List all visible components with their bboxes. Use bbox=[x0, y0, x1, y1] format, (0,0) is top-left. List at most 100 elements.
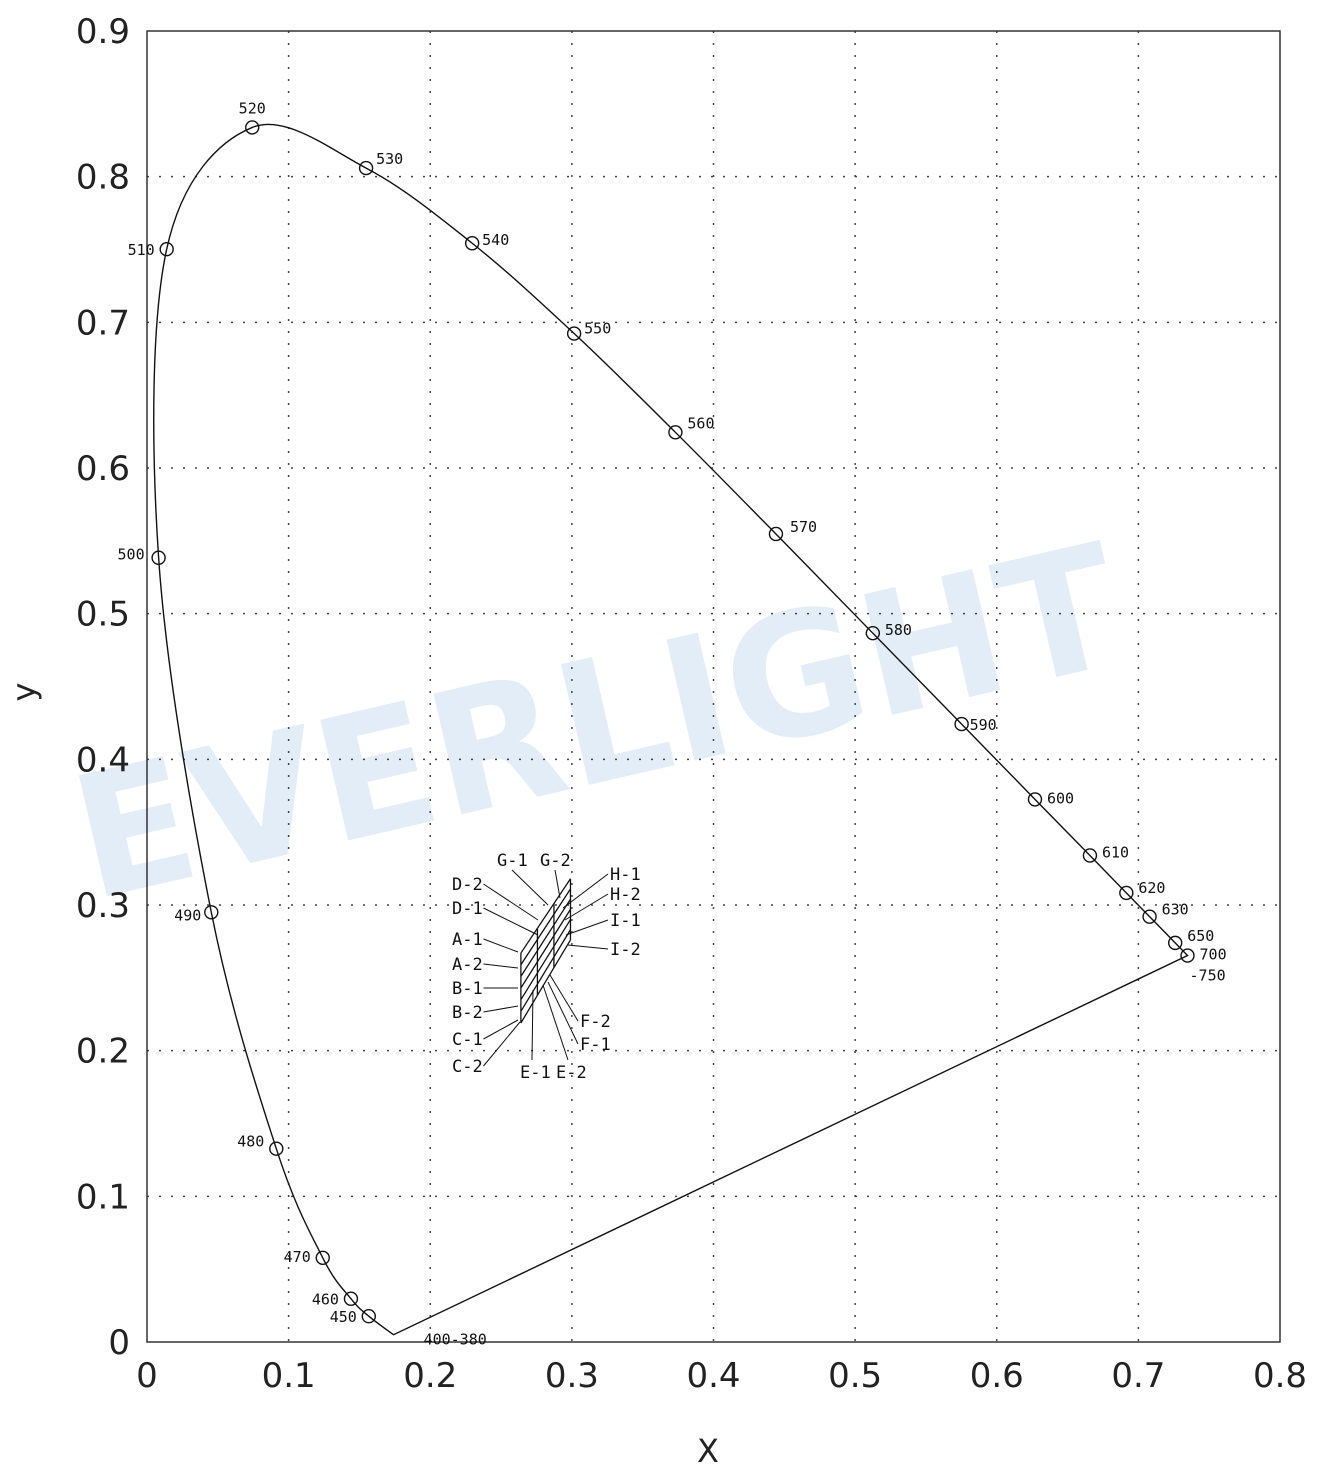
y-tick-label: 0.4 bbox=[76, 740, 130, 780]
wavelength-marker bbox=[668, 425, 683, 440]
bin-leader-line bbox=[542, 984, 569, 1061]
spectral-locus-curve bbox=[153, 123, 1189, 1336]
bin-label: A-2 bbox=[452, 955, 483, 975]
x-tick-label: 0.5 bbox=[828, 1356, 882, 1396]
wavelength-marker bbox=[159, 242, 174, 257]
wavelength-label: 560 bbox=[687, 414, 714, 432]
bin-leader-line bbox=[547, 981, 579, 1045]
wavelength-label: 630 bbox=[1162, 901, 1189, 919]
wavelength-label: 520 bbox=[239, 99, 266, 117]
wavelength-label: 550 bbox=[584, 320, 611, 338]
x-tick-label: 0.8 bbox=[1253, 1356, 1307, 1396]
y-tick-label: 0.6 bbox=[76, 449, 130, 489]
y-tick-label: 0.5 bbox=[76, 595, 130, 635]
wavelength-marker bbox=[151, 550, 166, 565]
wavelength-marker bbox=[204, 905, 219, 920]
bin-grid-line bbox=[520, 898, 572, 977]
plot-frame bbox=[146, 30, 1281, 1343]
x-tick-label: 0.4 bbox=[686, 1356, 740, 1396]
wavelength-label: 470 bbox=[284, 1248, 311, 1266]
bin-leader-line bbox=[562, 873, 609, 909]
wavelength-marker bbox=[245, 120, 260, 135]
wavelength-label: 530 bbox=[376, 150, 403, 168]
bin-leader-line bbox=[483, 1005, 519, 1013]
bin-grid-line bbox=[520, 929, 572, 1012]
wavelength-label: 580 bbox=[885, 621, 912, 639]
wavelength-marker bbox=[566, 326, 582, 341]
bin-leader-line bbox=[483, 1021, 521, 1067]
bin-label: D-1 bbox=[452, 899, 483, 919]
wavelength-marker bbox=[343, 1291, 359, 1306]
x-tick-label: 0.2 bbox=[403, 1356, 457, 1396]
wavelength-label: 600 bbox=[1047, 789, 1074, 807]
bin-leader-line bbox=[554, 869, 561, 899]
wavelength-marker bbox=[361, 1309, 376, 1324]
grid bbox=[147, 31, 1280, 1342]
bin-leader-line bbox=[483, 963, 519, 969]
bin-leader-line bbox=[567, 944, 609, 950]
x-axis-label: X bbox=[697, 1432, 719, 1470]
x-tick-label: 0.6 bbox=[970, 1356, 1024, 1396]
bin-label: G-1 bbox=[497, 851, 528, 871]
wavelength-marker bbox=[1180, 948, 1195, 963]
bin-label: F-2 bbox=[580, 1012, 611, 1032]
bin-grid-line bbox=[520, 888, 572, 966]
y-tick-labels: 0 0.1 0.2 0.3 0.4 0.5 0.6 0.7 0.8 0.9 bbox=[76, 12, 130, 1363]
bin-leader-line bbox=[483, 907, 539, 936]
bin-label: E-1 bbox=[520, 1063, 551, 1083]
wavelength-marker bbox=[768, 526, 784, 542]
y-tick-label: 0.2 bbox=[76, 1032, 130, 1072]
bin-leader-line bbox=[483, 883, 539, 921]
bin-leader-line bbox=[564, 893, 609, 921]
bin-label: F-1 bbox=[580, 1035, 611, 1055]
bin-grid-line bbox=[520, 919, 572, 1001]
wavelength-label: 610 bbox=[1102, 843, 1129, 861]
wavelength-label: 510 bbox=[128, 241, 155, 259]
x-tick-labels: 0 0.1 0.2 0.3 0.4 0.5 0.6 0.7 0.8 bbox=[136, 1356, 1307, 1396]
bin-label: B-1 bbox=[452, 979, 483, 999]
wavelength-label: 460 bbox=[312, 1291, 339, 1309]
bin-leader-line bbox=[531, 989, 534, 1061]
bin-label: I-2 bbox=[610, 940, 641, 960]
wavelength-label: 540 bbox=[482, 231, 509, 249]
wavelength-marker bbox=[1027, 792, 1043, 807]
bin-label: C-1 bbox=[452, 1030, 483, 1050]
wavelength-marker bbox=[865, 625, 881, 641]
wavelength-marker bbox=[269, 1141, 284, 1156]
wavelength-label: 570 bbox=[790, 518, 817, 536]
bin-label: E-2 bbox=[556, 1063, 587, 1083]
wavelength-label: 650 bbox=[1187, 927, 1214, 945]
wavelength-marker bbox=[954, 716, 969, 732]
wavelength-label: 490 bbox=[174, 906, 201, 924]
x-tick-label: 0.1 bbox=[262, 1356, 316, 1396]
wavelength-label: 400-380 bbox=[424, 1331, 487, 1349]
bin-label: I-1 bbox=[610, 911, 641, 931]
y-tick-label: 0.8 bbox=[76, 158, 130, 198]
y-tick-label: 0.3 bbox=[76, 886, 130, 926]
wavelength-label: -750 bbox=[1190, 967, 1226, 985]
bin-leader-line bbox=[483, 938, 519, 953]
wavelength-marker bbox=[464, 236, 480, 251]
bin-label: C-2 bbox=[452, 1057, 483, 1077]
y-tick-label: 0.1 bbox=[76, 1177, 130, 1217]
bin-grid: A-1 A-2 B-1 B-2 C-1 C-2 D-1 D-2 E-1 E-2 F-1 F-2 G-1 G… bbox=[452, 851, 641, 1083]
wavelength-label: 450 bbox=[330, 1308, 357, 1326]
y-tick-label: 0.9 bbox=[76, 12, 130, 52]
bin-label: G-2 bbox=[540, 851, 571, 871]
bin-leader-line bbox=[511, 869, 549, 906]
wavelength-label: 620 bbox=[1138, 879, 1165, 897]
bin-label: H-2 bbox=[610, 885, 641, 905]
bin-leader-line bbox=[549, 974, 579, 1022]
wavelength-label: 500 bbox=[118, 546, 145, 564]
wavelength-marker bbox=[358, 160, 374, 176]
wavelength-label: 700 bbox=[1200, 946, 1227, 964]
x-tick-label: 0.7 bbox=[1111, 1356, 1165, 1396]
bin-leader-line bbox=[483, 1019, 519, 1040]
bin-label: D-2 bbox=[452, 875, 483, 895]
y-axis-label: y bbox=[5, 683, 43, 702]
wavelength-marker bbox=[1142, 909, 1157, 924]
bin-label: H-1 bbox=[610, 865, 641, 885]
bin-grid-line bbox=[520, 878, 571, 954]
